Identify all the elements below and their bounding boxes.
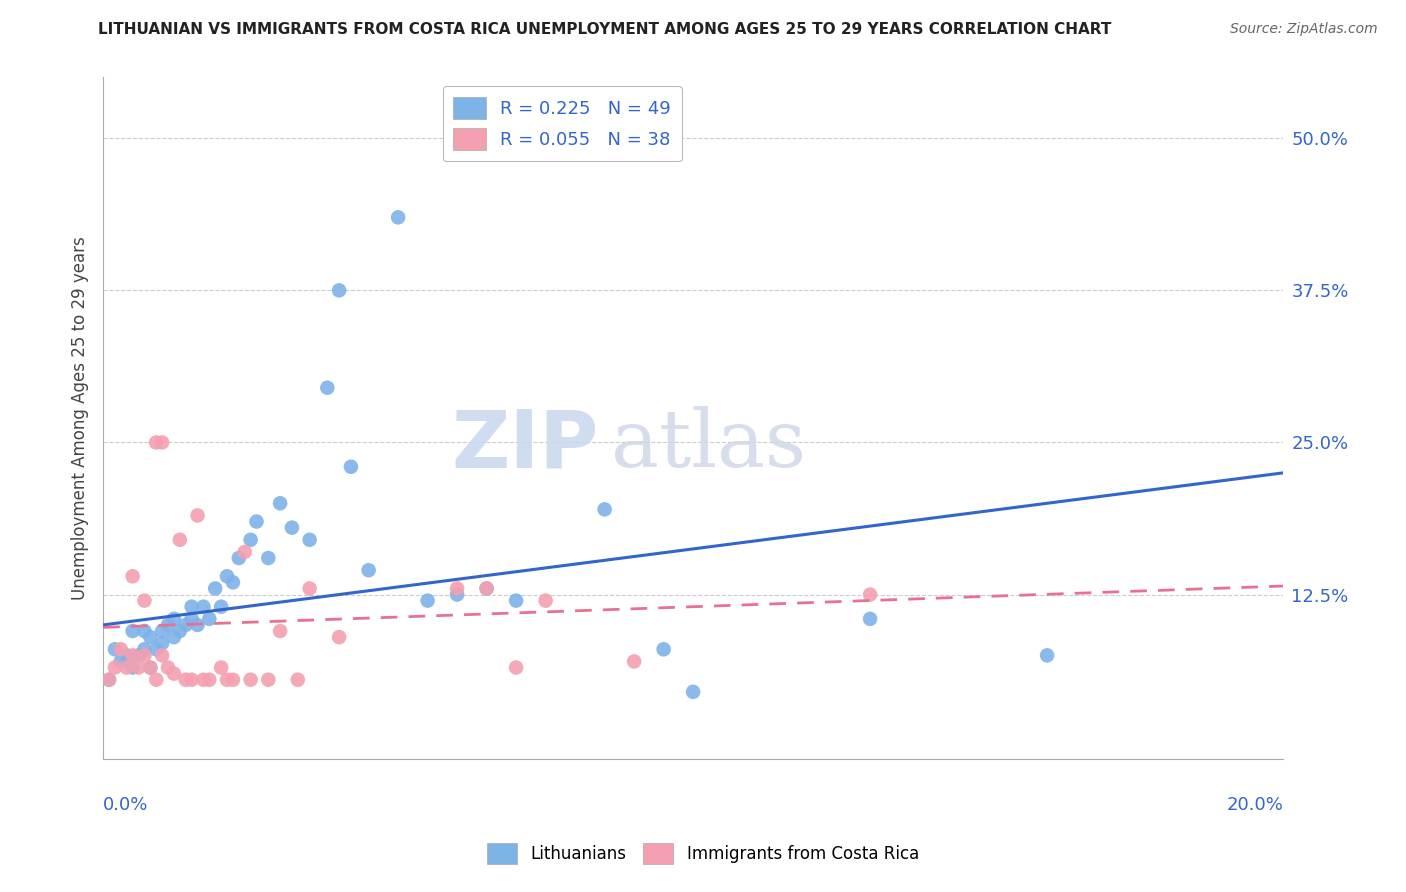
Point — [298, 582, 321, 596]
Point — [475, 582, 498, 596]
Point — [316, 381, 339, 395]
Point — [859, 588, 882, 602]
Point — [257, 673, 280, 687]
Point — [239, 673, 262, 687]
Point — [193, 673, 215, 687]
Point — [534, 593, 557, 607]
Point — [110, 655, 132, 669]
Point — [98, 673, 121, 687]
Point — [209, 660, 232, 674]
Point — [446, 582, 468, 596]
Point — [163, 612, 186, 626]
Point — [169, 624, 191, 638]
Point — [121, 648, 143, 663]
Point — [186, 508, 208, 523]
Point — [198, 612, 221, 626]
Text: ZIP: ZIP — [451, 407, 599, 484]
Point — [505, 660, 527, 674]
Point — [1036, 648, 1059, 663]
Point — [104, 642, 127, 657]
Point — [682, 685, 704, 699]
Point — [652, 642, 675, 657]
Point — [150, 636, 173, 650]
Point — [193, 599, 215, 614]
Text: 20.0%: 20.0% — [1226, 797, 1284, 814]
Point — [387, 211, 409, 225]
Point — [134, 593, 156, 607]
Point — [287, 673, 309, 687]
Point — [446, 588, 468, 602]
Point — [145, 642, 167, 657]
Text: 0.0%: 0.0% — [103, 797, 149, 814]
Point — [281, 520, 304, 534]
Point — [228, 551, 250, 566]
Point — [298, 533, 321, 547]
Point — [859, 612, 882, 626]
Text: atlas: atlas — [610, 407, 806, 484]
Point — [128, 660, 150, 674]
Point — [115, 648, 138, 663]
Legend: R = 0.225   N = 49, R = 0.055   N = 38: R = 0.225 N = 49, R = 0.055 N = 38 — [443, 87, 682, 161]
Point — [150, 624, 173, 638]
Point — [198, 673, 221, 687]
Point — [215, 673, 238, 687]
Point — [222, 575, 245, 590]
Point — [145, 435, 167, 450]
Point — [505, 593, 527, 607]
Point — [121, 624, 143, 638]
Point — [215, 569, 238, 583]
Point — [134, 648, 156, 663]
Point — [174, 673, 197, 687]
Point — [115, 660, 138, 674]
Point — [157, 618, 180, 632]
Point — [328, 630, 350, 644]
Point — [328, 284, 350, 298]
Point — [98, 673, 121, 687]
Point — [134, 642, 156, 657]
Text: LITHUANIAN VS IMMIGRANTS FROM COSTA RICA UNEMPLOYMENT AMONG AGES 25 TO 29 YEARS : LITHUANIAN VS IMMIGRANTS FROM COSTA RICA… — [98, 22, 1112, 37]
Point — [180, 612, 202, 626]
Point — [475, 582, 498, 596]
Point — [139, 660, 162, 674]
Point — [121, 660, 143, 674]
Point — [139, 630, 162, 644]
Point — [209, 599, 232, 614]
Point — [150, 435, 173, 450]
Y-axis label: Unemployment Among Ages 25 to 29 years: Unemployment Among Ages 25 to 29 years — [72, 236, 89, 600]
Point — [222, 673, 245, 687]
Point — [104, 660, 127, 674]
Point — [340, 459, 363, 474]
Point — [110, 642, 132, 657]
Point — [174, 618, 197, 632]
Legend: Lithuanians, Immigrants from Costa Rica: Lithuanians, Immigrants from Costa Rica — [481, 837, 925, 871]
Point — [163, 666, 186, 681]
Point — [239, 533, 262, 547]
Point — [269, 624, 291, 638]
Point — [121, 569, 143, 583]
Point — [150, 648, 173, 663]
Point — [157, 660, 180, 674]
Point — [593, 502, 616, 516]
Point — [269, 496, 291, 510]
Point — [233, 545, 256, 559]
Point — [128, 648, 150, 663]
Point — [163, 630, 186, 644]
Point — [245, 515, 267, 529]
Point — [416, 593, 439, 607]
Point — [169, 533, 191, 547]
Point — [145, 673, 167, 687]
Point — [180, 673, 202, 687]
Point — [623, 655, 645, 669]
Point — [186, 618, 208, 632]
Point — [180, 599, 202, 614]
Point — [357, 563, 380, 577]
Text: Source: ZipAtlas.com: Source: ZipAtlas.com — [1230, 22, 1378, 37]
Point — [134, 624, 156, 638]
Point — [204, 582, 226, 596]
Point — [257, 551, 280, 566]
Point — [139, 660, 162, 674]
